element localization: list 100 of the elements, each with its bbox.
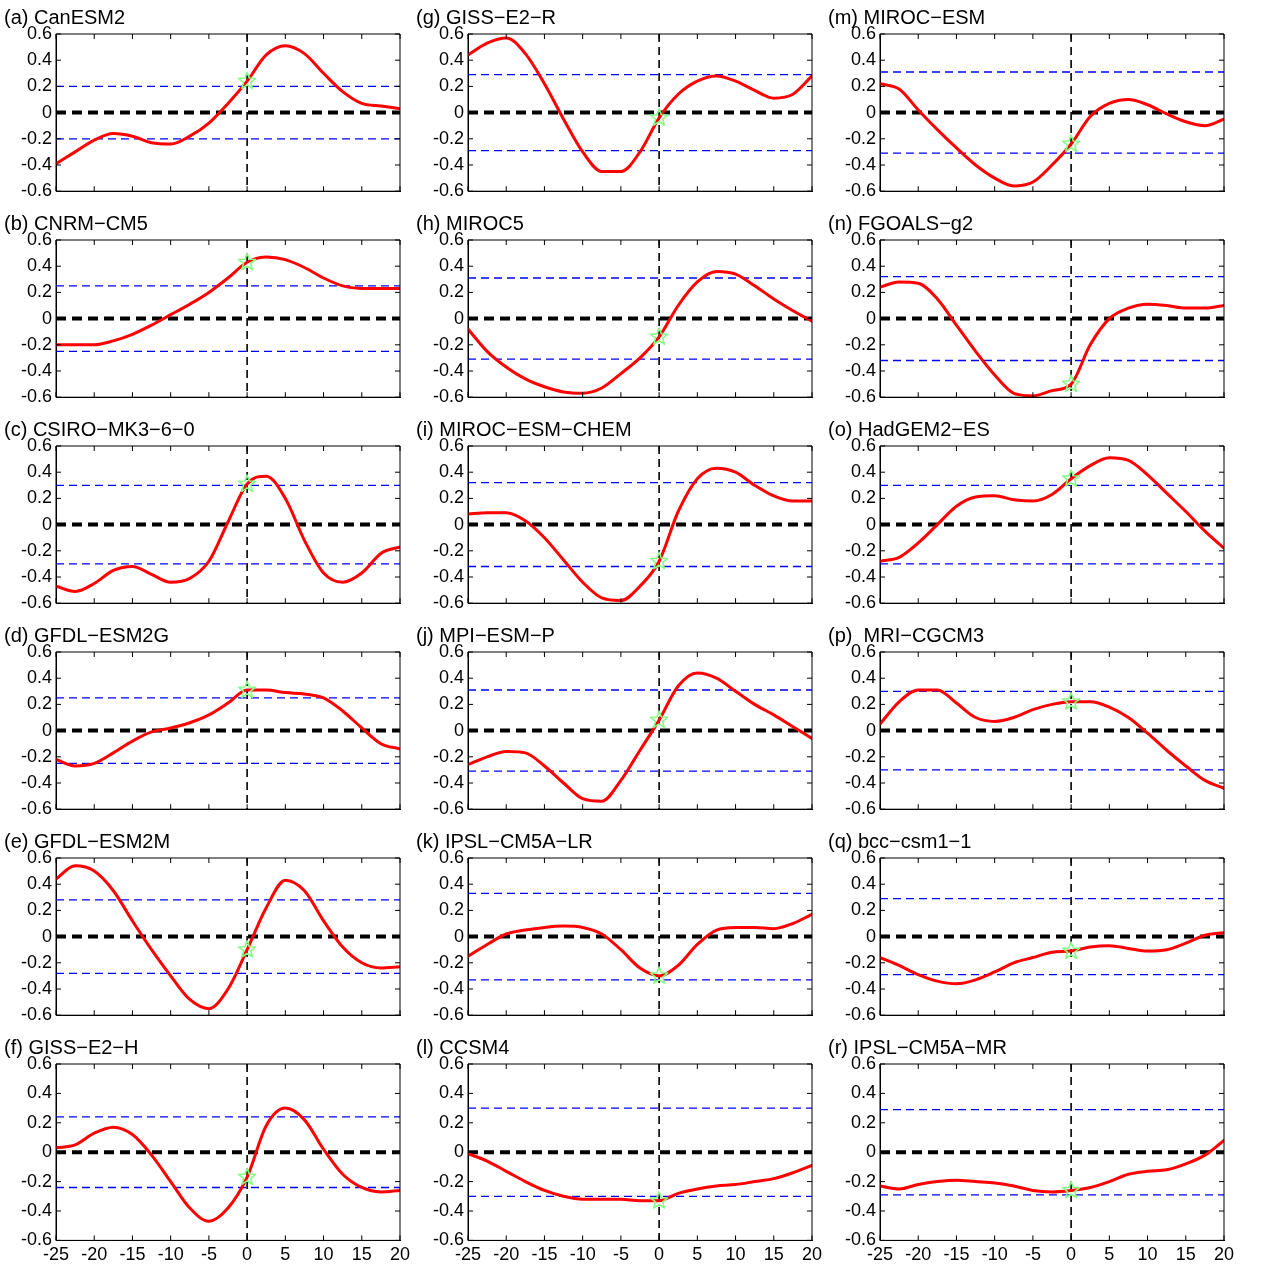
y-tick-label: 0 xyxy=(453,925,464,946)
y-tick-label: -0.6 xyxy=(844,592,876,613)
x-tick-label: 10 xyxy=(1137,1244,1158,1264)
y-tick-label: -0.2 xyxy=(432,745,464,766)
x-tick-label: 0 xyxy=(242,1244,253,1264)
y-tick-label: -0.4 xyxy=(432,771,464,792)
y-tick-label: 0.2 xyxy=(26,75,52,96)
x-tick-label: -25 xyxy=(42,1244,70,1264)
y-tick-label: -0.4 xyxy=(20,565,52,586)
y-tick-label: 0.4 xyxy=(850,1082,876,1103)
x-tick-label: -10 xyxy=(157,1244,184,1264)
x-tick-label: -20 xyxy=(493,1244,520,1264)
y-tick-label: 0 xyxy=(41,307,52,328)
y-tick-label: 0.4 xyxy=(438,873,464,894)
x-tick-label: -15 xyxy=(943,1244,970,1264)
x-tick-label: 15 xyxy=(763,1244,784,1264)
line-series xyxy=(56,1106,400,1223)
y-tick-label: -0.6 xyxy=(844,180,876,201)
y-tick-label: -0.6 xyxy=(432,386,464,407)
y-tick-label: 0.2 xyxy=(438,487,464,508)
y-tick-label: 0.4 xyxy=(26,667,52,688)
y-tick-label: -0.2 xyxy=(20,951,52,972)
y-tick-label: 0 xyxy=(41,925,52,946)
y-tick-label: 0.4 xyxy=(438,667,464,688)
y-tick-label: -0.2 xyxy=(844,951,876,972)
y-tick-label: 0 xyxy=(453,101,464,122)
y-tick-label: -0.4 xyxy=(844,153,876,174)
y-tick-label: -0.4 xyxy=(432,359,464,380)
y-tick-label: 0.4 xyxy=(850,255,876,276)
line-series xyxy=(56,474,400,593)
y-tick-label: -0.4 xyxy=(844,565,876,586)
x-tick-label: 0 xyxy=(654,1244,665,1264)
y-tick-label: -0.4 xyxy=(20,359,52,380)
y-tick-label: -0.4 xyxy=(432,977,464,998)
y-tick-label: -0.4 xyxy=(844,771,876,792)
x-tick-label: -15 xyxy=(531,1244,558,1264)
x-tick-label: -20 xyxy=(905,1244,932,1264)
y-tick-label: -0.6 xyxy=(20,798,52,819)
y-tick-label: 0.4 xyxy=(26,461,52,482)
y-tick-label: -0.4 xyxy=(20,771,52,792)
y-tick-label: 0 xyxy=(41,101,52,122)
y-tick-label: -0.4 xyxy=(432,153,464,174)
y-tick-label: -0.2 xyxy=(432,539,464,560)
y-tick-label: -0.6 xyxy=(844,386,876,407)
x-tick-label: 20 xyxy=(1213,1244,1235,1264)
y-tick-label: 0.4 xyxy=(26,49,52,70)
x-tick-label: 15 xyxy=(351,1244,372,1264)
y-tick-label: -0.2 xyxy=(432,127,464,148)
y-tick-label: 0.4 xyxy=(850,873,876,894)
x-tick-label: 10 xyxy=(725,1244,746,1264)
y-tick-label: -0.6 xyxy=(20,386,52,407)
y-tick-label: -0.2 xyxy=(20,127,52,148)
y-tick-label: 0.2 xyxy=(438,899,464,920)
y-tick-label: -0.4 xyxy=(432,1199,464,1220)
x-tick-label: 5 xyxy=(280,1244,291,1264)
y-tick-label: 0.2 xyxy=(438,693,464,714)
y-tick-label: -0.6 xyxy=(432,592,464,613)
y-tick-label: -0.2 xyxy=(844,333,876,354)
y-tick-label: 0.4 xyxy=(438,461,464,482)
x-tick-label: 10 xyxy=(313,1244,334,1264)
y-tick-label: 0.2 xyxy=(26,281,52,302)
line-series xyxy=(56,864,400,1011)
x-tick-label: -5 xyxy=(612,1244,629,1264)
line-series xyxy=(880,688,1224,790)
x-tick-label: 0 xyxy=(1066,1244,1077,1264)
x-tick-label: -20 xyxy=(81,1244,108,1264)
y-tick-label: 0.4 xyxy=(26,255,52,276)
y-tick-label: 0.4 xyxy=(438,255,464,276)
y-tick-label: 0.4 xyxy=(850,49,876,70)
line-series xyxy=(880,456,1224,563)
y-tick-label: 0 xyxy=(865,513,876,534)
y-tick-label: -0.4 xyxy=(20,977,52,998)
y-tick-label: 0 xyxy=(865,1141,876,1162)
y-tick-label: 0.2 xyxy=(438,1111,464,1132)
x-tick-label: -15 xyxy=(119,1244,146,1264)
y-tick-label: 0.2 xyxy=(26,899,52,920)
y-tick-label: 0 xyxy=(453,307,464,328)
x-tick-label: 5 xyxy=(692,1244,703,1264)
y-tick-label: -0.4 xyxy=(20,153,52,174)
y-tick-label: 0.2 xyxy=(26,693,52,714)
y-tick-label: -0.6 xyxy=(844,1004,876,1025)
y-tick-label: -0.6 xyxy=(20,1004,52,1025)
y-tick-label: 0.4 xyxy=(26,1082,52,1103)
y-tick-label: -0.2 xyxy=(432,951,464,972)
y-tick-label: -0.4 xyxy=(20,1199,52,1220)
y-tick-label: 0.2 xyxy=(438,281,464,302)
y-tick-label: -0.2 xyxy=(20,333,52,354)
x-tick-label: 20 xyxy=(801,1244,823,1264)
y-tick-label: -0.6 xyxy=(432,798,464,819)
y-tick-label: -0.2 xyxy=(432,1170,464,1191)
y-tick-label: -0.4 xyxy=(844,359,876,380)
y-tick-label: -0.4 xyxy=(432,565,464,586)
y-tick-label: 0 xyxy=(41,1141,52,1162)
y-tick-label: 0.2 xyxy=(850,487,876,508)
line-series xyxy=(880,931,1224,986)
y-tick-label: 0.2 xyxy=(850,1111,876,1132)
line-series xyxy=(468,671,812,803)
y-tick-label: -0.6 xyxy=(432,180,464,201)
x-tick-label: -10 xyxy=(981,1244,1008,1264)
y-tick-label: -0.4 xyxy=(844,977,876,998)
